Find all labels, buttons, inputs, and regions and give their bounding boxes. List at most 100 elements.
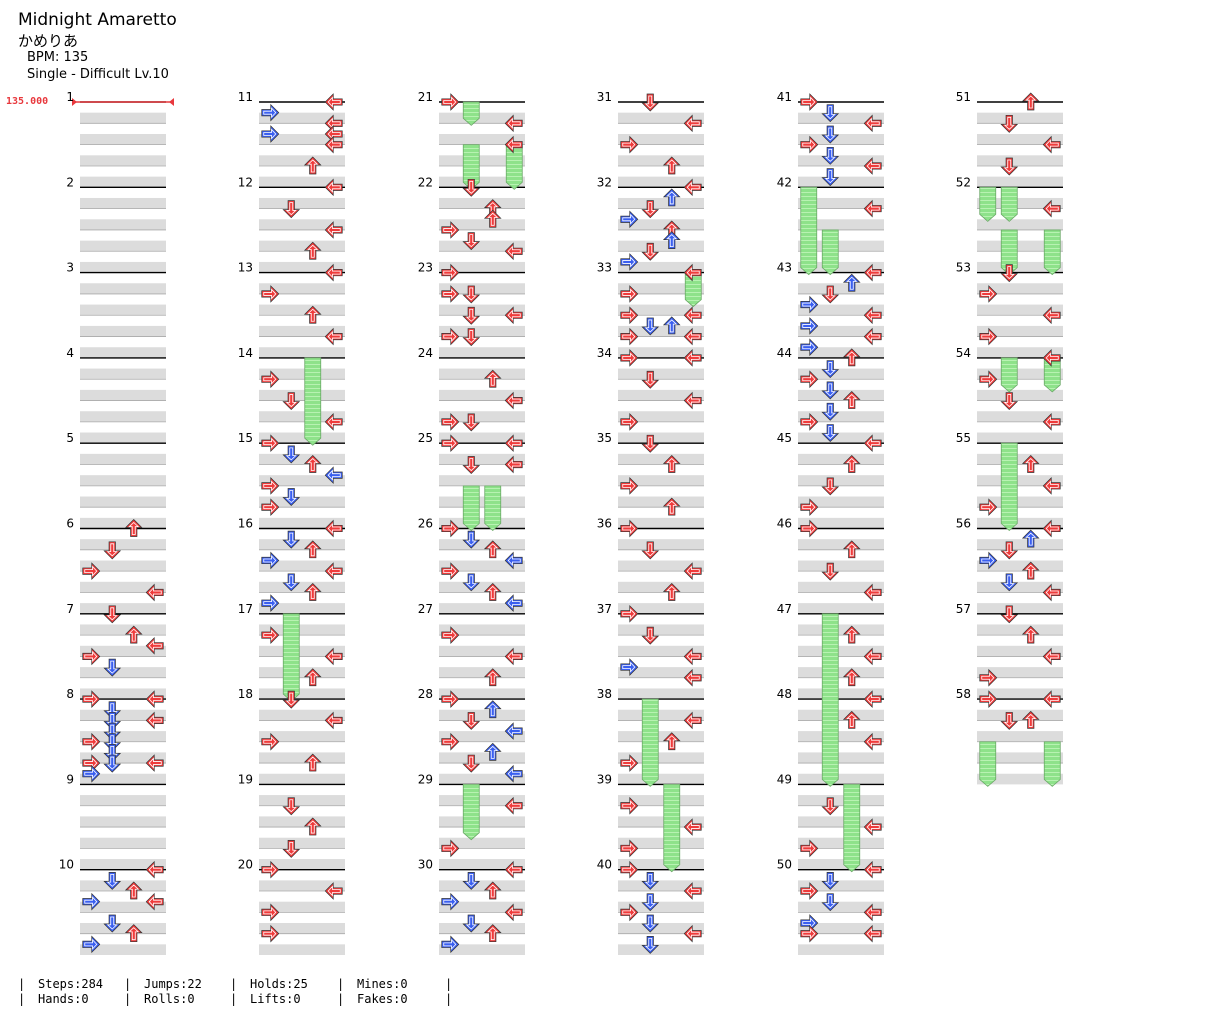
beat-band [618, 240, 704, 252]
beat-band [80, 304, 166, 316]
right-arrow-note [324, 466, 343, 485]
beat-band [977, 112, 1063, 124]
separator: | [18, 977, 26, 991]
beat-band [977, 347, 1063, 358]
left-arrow-note [620, 413, 639, 431]
measure-number: 17 [238, 602, 253, 616]
down-arrow-note [282, 573, 301, 592]
right-arrow-note [683, 647, 702, 666]
beat-band [80, 709, 166, 721]
right-arrow-note [683, 818, 702, 836]
up-arrow-note [1021, 455, 1040, 473]
left-arrow-note [261, 498, 280, 517]
hold-body [1043, 741, 1061, 787]
right-arrow-note [863, 263, 882, 282]
measure-number: 28 [418, 687, 433, 701]
up-arrow-note [483, 540, 502, 559]
beat-band [798, 368, 884, 380]
left-arrow-note [441, 93, 460, 111]
beat-band [618, 475, 704, 486]
beat-band [439, 475, 525, 486]
right-arrow-note [863, 860, 882, 879]
beat-band [259, 859, 345, 870]
song-title: Midnight Amaretto [18, 10, 177, 30]
beat-band [977, 411, 1063, 422]
beat-band [798, 133, 884, 145]
beat-band [439, 325, 525, 337]
left-arrow-note [800, 338, 819, 357]
left-arrow-note [800, 413, 819, 431]
left-arrow-note [441, 519, 460, 538]
up-arrow-note [303, 156, 322, 175]
hold-body [979, 186, 997, 222]
down-arrow-note [103, 744, 122, 762]
measure-number: 22 [418, 175, 433, 189]
up-arrow-note [483, 924, 502, 943]
beat-band [439, 667, 525, 678]
left-arrow-note [82, 764, 101, 783]
down-arrow-note [821, 168, 840, 187]
right-arrow-note [683, 114, 702, 133]
up-arrow-note [303, 582, 322, 601]
hold-body [1043, 357, 1061, 393]
beat-band [798, 496, 884, 508]
up-arrow-note [303, 668, 322, 687]
beat-band [977, 155, 1063, 166]
beat-band [439, 411, 525, 422]
measure-number: 13 [238, 261, 253, 275]
beat-band [798, 176, 884, 188]
measure-number: 41 [777, 90, 792, 104]
up-arrow-note [1021, 92, 1040, 111]
left-arrow-note [979, 285, 998, 303]
beat-band [618, 795, 704, 806]
beat-band [618, 197, 704, 209]
beat-band [618, 944, 704, 955]
up-arrow-note [303, 753, 322, 772]
right-arrow-note [863, 434, 882, 453]
left-arrow-note [620, 306, 639, 325]
right-arrow-note [863, 199, 882, 218]
down-arrow-note [821, 402, 840, 421]
down-arrow-note [821, 893, 840, 912]
beat-band [259, 645, 345, 657]
hold-body [462, 144, 480, 190]
beat-band [798, 816, 884, 828]
left-arrow-note [441, 413, 460, 431]
beat-band [259, 197, 345, 209]
right-arrow-note [504, 242, 523, 261]
beat-band [618, 261, 704, 273]
beat-band [977, 752, 1063, 764]
right-arrow-note [145, 860, 164, 879]
beat-band [80, 603, 166, 614]
right-arrow-note [504, 114, 523, 133]
left-arrow-note [441, 732, 460, 751]
hold-body [304, 357, 322, 446]
beat-band [618, 155, 704, 166]
down-arrow-note [282, 392, 301, 411]
measure-number: 26 [418, 517, 433, 531]
beat-band [80, 219, 166, 230]
beat-band [80, 176, 166, 188]
separator: | [230, 977, 238, 991]
measure-number: 49 [777, 772, 792, 786]
left-arrow-note [261, 551, 280, 570]
beat-band [80, 347, 166, 358]
up-arrow-note [662, 455, 681, 473]
down-arrow-note [103, 722, 122, 741]
beat-band [80, 688, 166, 700]
right-arrow-note [683, 263, 702, 282]
beat-band [618, 752, 704, 764]
left-arrow-note [82, 562, 101, 580]
beat-band [439, 645, 525, 657]
measure-number: 19 [238, 772, 253, 786]
beat-band [259, 795, 345, 806]
down-arrow-note [462, 712, 481, 730]
left-arrow-note [261, 924, 280, 943]
beat-band [798, 283, 884, 294]
left-arrow-note [620, 903, 639, 922]
up-arrow-note [662, 316, 681, 335]
beat-band [977, 240, 1063, 252]
beat-band [259, 176, 345, 188]
hold-body [462, 784, 480, 841]
down-arrow-note [641, 200, 660, 219]
